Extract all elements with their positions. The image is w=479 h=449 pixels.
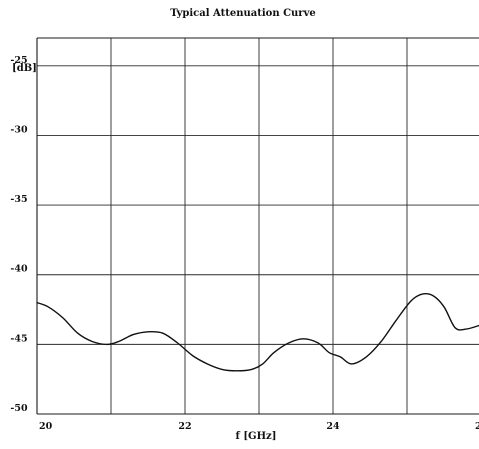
- x-tick-label: 24: [326, 421, 340, 432]
- y-tick-label: -50: [10, 403, 28, 414]
- x-tick-label: 20: [39, 421, 53, 432]
- y-tick-label: -45: [10, 333, 27, 344]
- x-axis-label: f [GHz]: [236, 431, 277, 442]
- plot-frame: [36, 37, 479, 415]
- attenuation-curve: [36, 292, 479, 372]
- x-tick-label: 22: [178, 421, 191, 432]
- y-tick-label: -40: [10, 264, 28, 275]
- y-tick-label: -25: [10, 55, 27, 66]
- chart-title: Typical Attenuation Curve: [170, 8, 316, 19]
- y-tick-labels: -25 -30 -35 -40 -45 -50: [10, 55, 28, 414]
- x-tick-label: 26: [475, 421, 479, 432]
- y-axis-label: [dB]: [12, 63, 37, 74]
- y-tick-label: -35: [10, 194, 27, 205]
- grid: [37, 38, 479, 414]
- x-tick-labels: 20 22 24 26: [39, 421, 479, 432]
- y-tick-label: -30: [10, 124, 28, 135]
